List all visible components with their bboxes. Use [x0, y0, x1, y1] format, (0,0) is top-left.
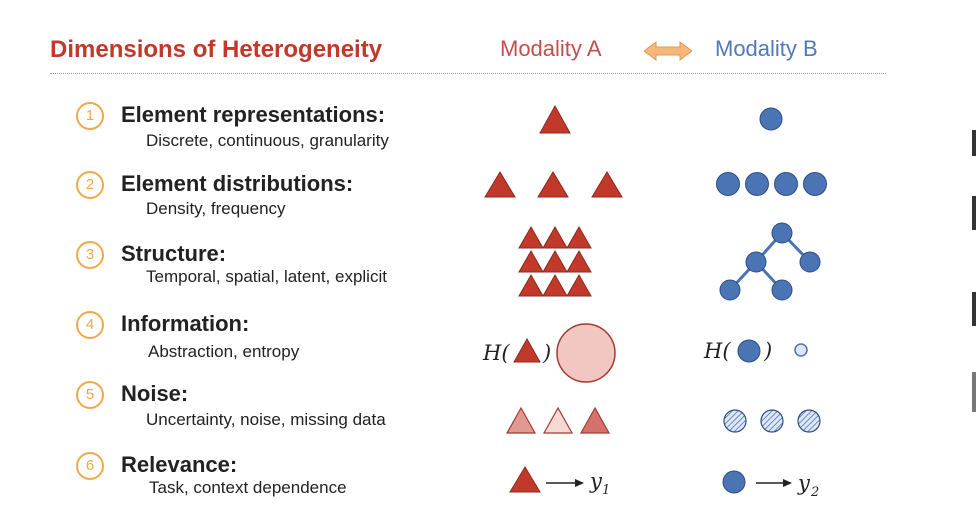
dimension-title: Element representations:: [121, 102, 386, 127]
triangle-icon: [539, 104, 571, 134]
edge-mark: [972, 372, 976, 412]
dimension-subtitle: Temporal, spatial, latent, explicit: [146, 267, 387, 286]
circle-icon: [737, 339, 761, 363]
triangle-icon: [509, 466, 541, 493]
dimension-subtitle: Uncertainty, noise, missing data: [146, 410, 386, 429]
page-title: Dimensions of Heterogeneity: [50, 36, 383, 63]
triangle-icon: [591, 171, 623, 198]
number-badge: 1: [76, 102, 104, 130]
dimension-title: Information:: [121, 311, 250, 336]
number-badge: 3: [76, 241, 104, 269]
triangle-icon: [484, 171, 516, 198]
edge-mark: [972, 130, 976, 156]
tree-structure: [719, 222, 821, 301]
dimension-title: Noise:: [121, 381, 189, 406]
close-paren: ): [542, 341, 551, 365]
arrowhead-icon: [783, 479, 792, 487]
circle-icon: [722, 470, 746, 494]
target-y1: y: [589, 469, 603, 493]
edge-mark: [972, 292, 976, 326]
triangle-grid: [518, 225, 592, 297]
dimension-subtitle: Abstraction, entropy: [148, 342, 300, 361]
double-arrow-icon: [644, 41, 692, 61]
dimension-title: Element distributions:: [121, 171, 354, 196]
modality-b-label: Modality B: [715, 36, 818, 61]
dimension-title: Structure:: [121, 241, 227, 266]
arrowhead-icon: [575, 479, 584, 487]
target-y2-subscript: 2: [810, 485, 819, 500]
circle-icon: [716, 172, 740, 196]
target-y1-subscript: 1: [602, 483, 610, 498]
large-entropy-circle: [556, 323, 616, 383]
modality-a-label: Modality A: [500, 36, 602, 61]
hatched-circle-icon: [797, 409, 821, 433]
triangle-icon: [537, 171, 569, 198]
dimension-subtitle: Task, context dependence: [149, 478, 347, 497]
entropy-label-b: H(: [703, 339, 731, 363]
noisy-triangle-icon: [505, 406, 537, 434]
number-badge: 4: [76, 311, 104, 339]
circle-icon: [774, 172, 798, 196]
circle-icon: [803, 172, 827, 196]
target-y2: y: [797, 471, 811, 495]
small-entropy-circle: [794, 343, 808, 357]
edge-mark: [972, 196, 976, 230]
faded-triangle-icon: [542, 406, 574, 434]
close-paren: ): [763, 339, 772, 363]
number-badge: 5: [76, 381, 104, 409]
entropy-label-a: H(: [482, 341, 510, 365]
dimension-subtitle: Discrete, continuous, granularity: [146, 131, 389, 150]
circle-icon: [759, 107, 783, 131]
number-badge: 2: [76, 171, 104, 199]
header-divider: [50, 73, 886, 74]
hatched-circle-icon: [760, 409, 784, 433]
triangle-icon: [513, 337, 541, 363]
hatched-circle-icon: [723, 409, 747, 433]
number-badge: 6: [76, 452, 104, 480]
noisy-triangle-icon: [579, 406, 611, 434]
circle-icon: [745, 172, 769, 196]
dimension-subtitle: Density, frequency: [146, 199, 286, 218]
dimension-title: Relevance:: [121, 452, 238, 477]
